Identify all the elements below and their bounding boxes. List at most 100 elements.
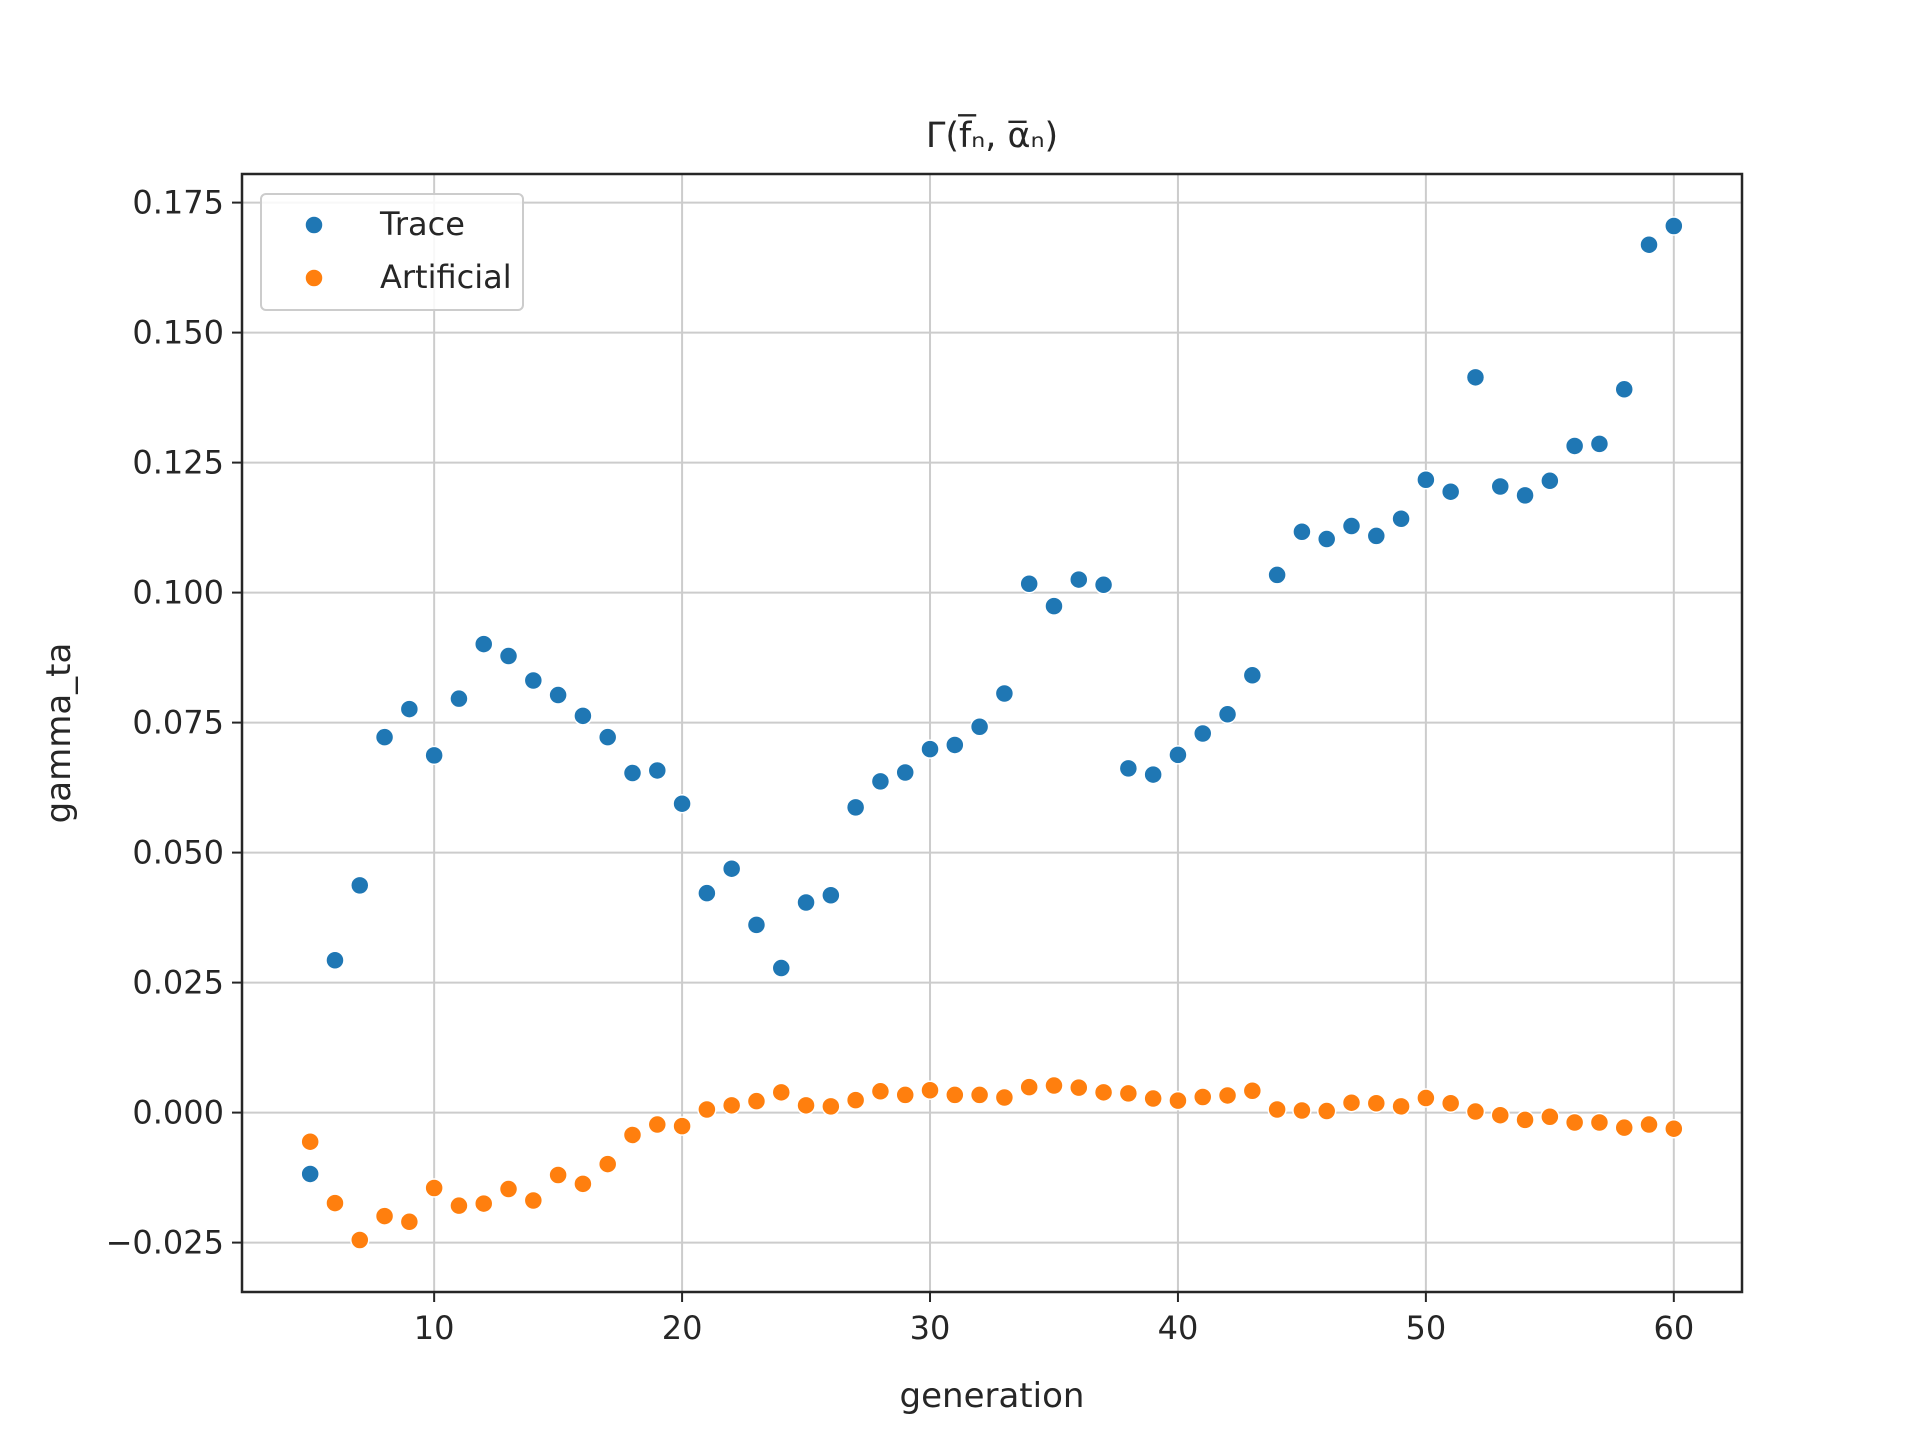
data-point-trace bbox=[796, 892, 816, 913]
data-point-artificial bbox=[573, 1174, 593, 1194]
data-point-artificial bbox=[1366, 1093, 1387, 1113]
data-point-trace bbox=[821, 885, 841, 905]
data-point-artificial bbox=[1515, 1110, 1535, 1130]
data-point-trace bbox=[548, 685, 568, 705]
data-point-artificial bbox=[1217, 1085, 1238, 1106]
y-tick-label: 0.025 bbox=[132, 964, 224, 1002]
data-point-artificial bbox=[994, 1087, 1015, 1108]
data-point-trace bbox=[721, 858, 742, 879]
data-point-trace bbox=[622, 763, 643, 783]
data-point-trace bbox=[1664, 216, 1684, 236]
data-point-artificial bbox=[721, 1095, 742, 1116]
data-point-artificial bbox=[845, 1090, 866, 1110]
data-point-artificial bbox=[672, 1116, 692, 1136]
data-point-trace bbox=[647, 760, 668, 781]
data-point-artificial bbox=[1391, 1096, 1411, 1117]
x-tick-label: 40 bbox=[1158, 1309, 1199, 1347]
data-point-artificial bbox=[399, 1212, 420, 1232]
data-point-artificial bbox=[1316, 1101, 1337, 1121]
data-point-artificial bbox=[1589, 1112, 1610, 1133]
data-point-trace bbox=[1192, 723, 1213, 744]
data-point-artificial bbox=[498, 1179, 519, 1199]
y-tick-label: 0.000 bbox=[132, 1094, 224, 1132]
data-point-artificial bbox=[821, 1096, 841, 1117]
data-point-artificial bbox=[300, 1131, 320, 1152]
data-point-trace bbox=[498, 646, 519, 666]
data-point-artificial bbox=[597, 1154, 618, 1174]
y-axis-label: gamma_ta bbox=[39, 643, 79, 824]
legend-label-artificial: Artificial bbox=[380, 258, 512, 296]
data-point-trace bbox=[1242, 665, 1263, 686]
data-point-trace bbox=[1341, 516, 1362, 536]
data-point-trace bbox=[1440, 481, 1461, 502]
data-point-trace bbox=[300, 1164, 320, 1184]
series-artificial bbox=[300, 1075, 1684, 1250]
data-point-artificial bbox=[796, 1095, 816, 1116]
data-point-artificial bbox=[1341, 1092, 1362, 1113]
data-point-artificial bbox=[1044, 1075, 1064, 1096]
y-tick-label: 0.075 bbox=[132, 704, 224, 742]
data-point-trace bbox=[1614, 379, 1634, 400]
data-point-artificial bbox=[1118, 1083, 1139, 1104]
x-tick-label: 20 bbox=[662, 1309, 703, 1347]
grid bbox=[242, 174, 1742, 1292]
data-point-artificial bbox=[1664, 1118, 1684, 1139]
data-point-artificial bbox=[473, 1193, 494, 1214]
data-point-trace bbox=[1515, 485, 1535, 506]
data-point-artificial bbox=[920, 1080, 940, 1100]
data-point-artificial bbox=[771, 1082, 792, 1103]
data-point-trace bbox=[1069, 569, 1089, 590]
data-point-trace bbox=[1168, 745, 1188, 765]
x-tick-label: 50 bbox=[1406, 1309, 1447, 1347]
data-point-artificial bbox=[424, 1178, 444, 1198]
x-tick-label: 30 bbox=[910, 1309, 951, 1347]
data-point-trace bbox=[920, 739, 940, 759]
data-point-artificial bbox=[1465, 1101, 1486, 1122]
data-point-trace bbox=[895, 762, 915, 783]
data-point-trace bbox=[697, 883, 717, 903]
data-point-trace bbox=[1366, 526, 1387, 546]
data-point-artificial bbox=[895, 1085, 915, 1105]
data-point-trace bbox=[1564, 436, 1585, 456]
data-point-artificial bbox=[746, 1091, 767, 1111]
data-point-trace bbox=[845, 797, 866, 818]
series-trace bbox=[300, 216, 1684, 1184]
data-point-artificial bbox=[350, 1230, 370, 1250]
data-point-trace bbox=[325, 950, 345, 970]
data-point-artificial bbox=[1093, 1082, 1114, 1103]
data-point-trace bbox=[1589, 434, 1610, 454]
data-point-artificial bbox=[1416, 1088, 1436, 1108]
data-point-trace bbox=[1217, 704, 1238, 725]
data-point-artificial bbox=[870, 1081, 891, 1102]
data-point-artificial bbox=[1292, 1100, 1312, 1121]
data-point-artificial bbox=[1242, 1081, 1263, 1101]
data-point-artificial bbox=[697, 1099, 717, 1120]
data-points bbox=[300, 216, 1684, 1250]
data-point-trace bbox=[1019, 574, 1039, 594]
data-point-trace bbox=[1540, 471, 1560, 491]
y-tick-label: 0.175 bbox=[132, 184, 224, 222]
data-point-trace bbox=[1490, 476, 1511, 497]
data-point-artificial bbox=[1614, 1117, 1634, 1138]
x-tick-label: 10 bbox=[414, 1309, 455, 1347]
x-axis-label: generation bbox=[900, 1376, 1085, 1416]
data-point-artificial bbox=[523, 1190, 544, 1211]
data-point-artificial bbox=[1192, 1087, 1213, 1107]
data-point-trace bbox=[672, 793, 692, 814]
data-point-artificial bbox=[1267, 1099, 1287, 1120]
data-point-trace bbox=[1639, 234, 1659, 255]
data-point-trace bbox=[473, 634, 494, 654]
legend-label-trace: Trace bbox=[379, 205, 465, 243]
data-point-artificial bbox=[1019, 1077, 1039, 1097]
data-point-trace bbox=[1143, 764, 1163, 785]
y-tick-label: 0.050 bbox=[132, 834, 224, 872]
data-point-artificial bbox=[1168, 1090, 1188, 1111]
data-point-artificial bbox=[1490, 1105, 1511, 1125]
y-tick-label: 0.125 bbox=[132, 444, 224, 482]
data-point-trace bbox=[1267, 565, 1287, 585]
data-point-artificial bbox=[969, 1085, 990, 1105]
data-point-trace bbox=[597, 727, 618, 747]
data-point-artificial bbox=[1564, 1112, 1585, 1133]
data-point-trace bbox=[945, 735, 965, 755]
data-point-trace bbox=[870, 771, 891, 792]
